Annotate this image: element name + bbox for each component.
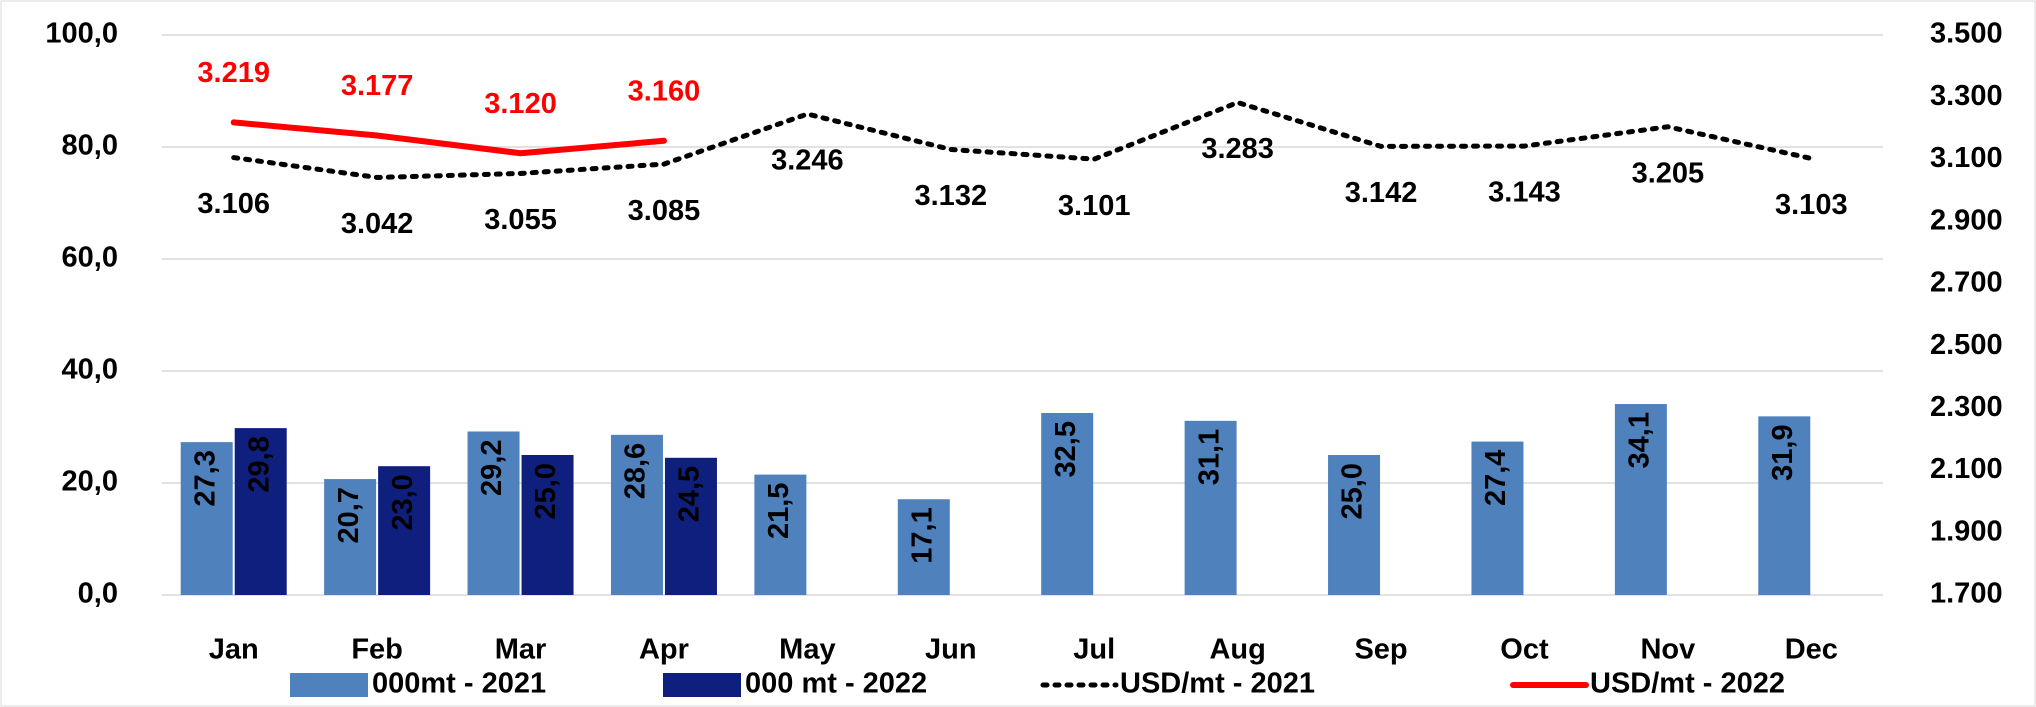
x-tick-label: Jul	[1073, 634, 1115, 666]
bar	[1041, 413, 1094, 595]
bar	[1328, 455, 1381, 595]
bar	[521, 455, 574, 595]
y2-tick-label: 2.100	[1930, 453, 2003, 485]
line	[230, 119, 667, 157]
legend-label: 000mt - 2021	[372, 668, 546, 700]
y2-tick-label: 3.100	[1930, 142, 2003, 174]
bar-value-label: 34,1	[1624, 412, 1656, 468]
line-value-label: 3.219	[197, 57, 270, 89]
y2-tick-label: 2.300	[1930, 391, 2003, 423]
line-value-label: 3.101	[1058, 190, 1131, 222]
legend-label: 000 mt - 2022	[745, 668, 927, 700]
y2-tick-label: 2.500	[1930, 329, 2003, 361]
y2-tick-label: 2.900	[1930, 204, 2003, 236]
y-tick-label: 40,0	[62, 354, 118, 386]
y-tick-label: 20,0	[62, 466, 118, 498]
y2-tick-label: 1.700	[1930, 578, 2003, 610]
line-value-label: 3.042	[341, 208, 414, 240]
x-tick-label: Sep	[1354, 634, 1407, 666]
y-tick-label: 80,0	[62, 130, 118, 162]
y-tick-label: 60,0	[62, 242, 118, 274]
bar-value-label: 28,6	[620, 443, 652, 499]
bar	[180, 442, 233, 595]
bar	[1184, 420, 1237, 595]
x-tick-label: Aug	[1209, 634, 1265, 666]
line-value-label: 3.055	[484, 204, 557, 236]
legend-swatch	[290, 673, 368, 697]
x-tick-label: Jun	[925, 634, 977, 666]
y-tick-label: 100,0	[45, 18, 118, 50]
line-value-label: 3.085	[628, 195, 701, 227]
bar-value-label: 31,1	[1193, 429, 1225, 485]
x-tick-label: Feb	[351, 634, 403, 666]
line-value-label: 3.246	[771, 145, 844, 177]
line-value-label: 3.177	[341, 70, 414, 102]
line-value-label: 3.120	[484, 88, 557, 120]
line-value-label: 3.106	[197, 188, 270, 220]
line-value-label: 3.132	[915, 180, 988, 212]
y-tick-label: 0,0	[78, 578, 118, 610]
line-value-label: 3.142	[1345, 177, 1418, 209]
legend-label: USD/mt - 2022	[1590, 668, 1785, 700]
bar	[1758, 416, 1811, 595]
x-tick-label: Jan	[209, 634, 259, 666]
legend-label: USD/mt - 2021	[1120, 668, 1315, 700]
bar	[897, 499, 950, 595]
bar-value-label: 20,7	[333, 487, 365, 543]
x-tick-label: Mar	[495, 634, 547, 666]
x-tick-label: Apr	[639, 634, 689, 666]
bar-value-label: 27,4	[1480, 450, 1512, 506]
y2-tick-label: 1.900	[1930, 515, 2003, 547]
bar	[754, 474, 807, 595]
bar	[610, 434, 663, 595]
bar-value-label: 25,0	[1337, 463, 1369, 519]
x-tick-label: Dec	[1785, 634, 1838, 666]
x-tick-label: Nov	[1640, 634, 1695, 666]
bar-value-label: 29,2	[476, 439, 508, 495]
bar	[467, 431, 520, 595]
line-value-label: 3.160	[628, 75, 701, 107]
bar	[324, 479, 377, 595]
y2-tick-label: 3.300	[1930, 80, 2003, 112]
bar-value-label: 25,0	[530, 463, 562, 519]
bar	[234, 428, 287, 595]
bar	[664, 457, 717, 595]
bar-value-label: 32,5	[1050, 421, 1082, 477]
line	[231, 99, 1814, 180]
bar-value-label: 21,5	[763, 483, 795, 539]
x-tick-label: May	[779, 634, 835, 666]
bar-value-label: 23,0	[387, 474, 419, 530]
line-value-label: 3.143	[1488, 177, 1561, 209]
x-tick-label: Oct	[1500, 634, 1549, 666]
bar-value-label: 27,3	[189, 450, 221, 506]
bar	[1471, 441, 1524, 595]
bar-value-label: 17,1	[906, 507, 938, 563]
line-value-label: 3.205	[1632, 157, 1705, 189]
bar-value-label: 29,8	[243, 436, 275, 492]
y2-tick-label: 3.500	[1930, 18, 2003, 50]
legend-swatch	[663, 673, 741, 697]
bar-value-label: 24,5	[674, 466, 706, 522]
line-value-label: 3.283	[1201, 133, 1274, 165]
line-value-label: 3.103	[1775, 189, 1848, 221]
bar-value-label: 31,9	[1767, 424, 1799, 480]
y2-tick-label: 2.700	[1930, 267, 2003, 299]
bar	[1614, 404, 1667, 595]
bar	[378, 466, 431, 595]
